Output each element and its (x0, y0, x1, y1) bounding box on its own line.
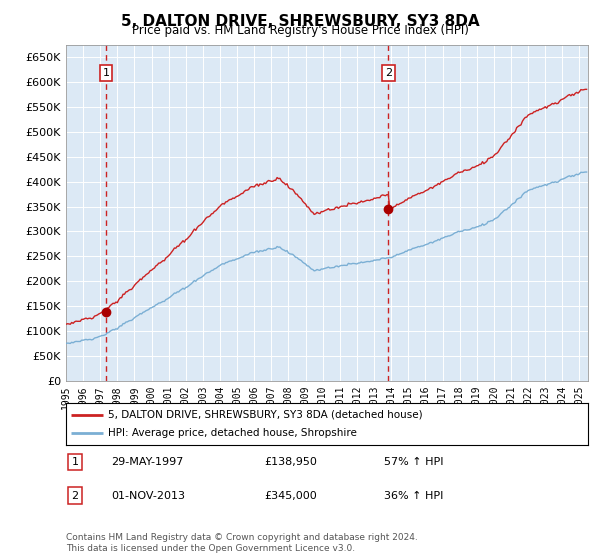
Text: Price paid vs. HM Land Registry's House Price Index (HPI): Price paid vs. HM Land Registry's House … (131, 24, 469, 37)
Text: £138,950: £138,950 (264, 457, 317, 467)
Text: 2: 2 (385, 68, 392, 78)
Text: 1: 1 (103, 68, 109, 78)
Text: 5, DALTON DRIVE, SHREWSBURY, SY3 8DA: 5, DALTON DRIVE, SHREWSBURY, SY3 8DA (121, 14, 479, 29)
Text: HPI: Average price, detached house, Shropshire: HPI: Average price, detached house, Shro… (108, 428, 356, 438)
Text: Contains HM Land Registry data © Crown copyright and database right 2024.
This d: Contains HM Land Registry data © Crown c… (66, 533, 418, 553)
Text: 2: 2 (71, 491, 79, 501)
Text: 01-NOV-2013: 01-NOV-2013 (111, 491, 185, 501)
Text: 36% ↑ HPI: 36% ↑ HPI (384, 491, 443, 501)
Text: 29-MAY-1997: 29-MAY-1997 (111, 457, 184, 467)
Text: 57% ↑ HPI: 57% ↑ HPI (384, 457, 443, 467)
Text: 5, DALTON DRIVE, SHREWSBURY, SY3 8DA (detached house): 5, DALTON DRIVE, SHREWSBURY, SY3 8DA (de… (108, 410, 422, 420)
Text: 1: 1 (71, 457, 79, 467)
Text: £345,000: £345,000 (264, 491, 317, 501)
